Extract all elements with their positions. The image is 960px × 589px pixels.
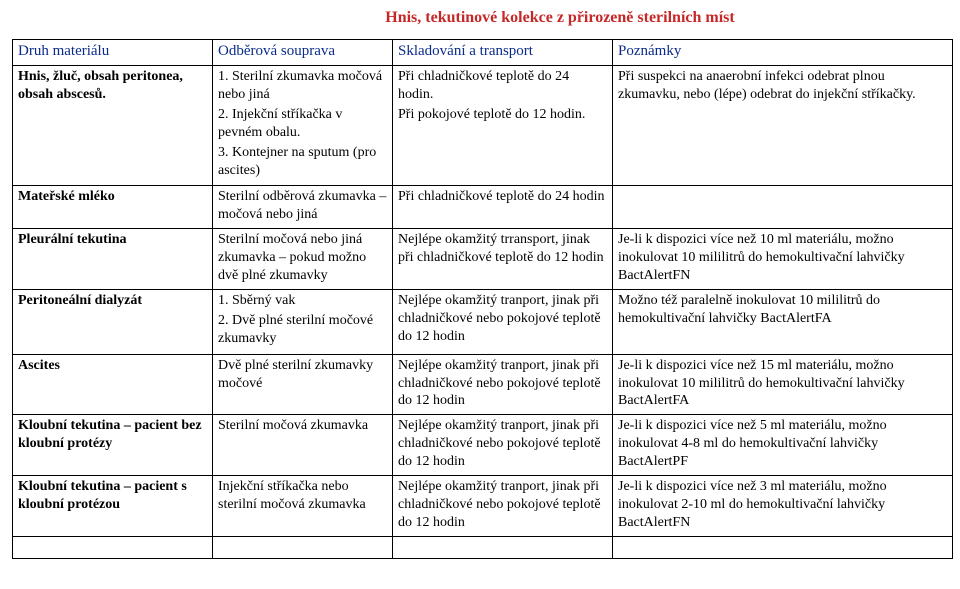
- table-row: Kloubní tekutina – pacient bez kloubní p…: [13, 415, 953, 476]
- empty-cell: [393, 536, 613, 558]
- cell-transport: Nejlépe okamžitý tranport, jinak při chl…: [393, 289, 613, 354]
- table-row: Kloubní tekutina – pacient s kloubní pro…: [13, 476, 953, 537]
- cell-transport: Nejlépe okamžitý trransport, jinak při c…: [393, 229, 613, 290]
- cell-souprava: Sterilní močová nebo jiná zkumavka – pok…: [213, 229, 393, 290]
- cell-material: Pleurální tekutina: [13, 229, 213, 290]
- cell-transport: Při chladničkové teplotě do 24 hodin: [393, 186, 613, 229]
- cell-souprava: Sterilní odběrová zkumavka – močová nebo…: [213, 186, 393, 229]
- cell-material: Kloubní tekutina – pacient s kloubní pro…: [13, 476, 213, 537]
- header-cell-poznamky: Poznámky: [613, 39, 953, 65]
- cell-souprava: Dvě plné sterilní zkumavky močové: [213, 354, 393, 415]
- cell-material: Mateřské mléko: [13, 186, 213, 229]
- cell-material: Kloubní tekutina – pacient bez kloubní p…: [13, 415, 213, 476]
- cell-transport: Při chladničkové teplotě do 24 hodin.Při…: [393, 65, 613, 185]
- cell-poznamky: Je-li k dispozici více než 10 ml materiá…: [613, 229, 953, 290]
- cell-souprava: 1. Sběrný vak2. Dvě plné sterilní močové…: [213, 289, 393, 354]
- table-row: Mateřské mléko Sterilní odběrová zkumavk…: [13, 186, 953, 229]
- table-row: Ascites Dvě plné sterilní zkumavky močov…: [13, 354, 953, 415]
- cell-material: Ascites: [13, 354, 213, 415]
- cell-transport: Nejlépe okamžitý tranport, jinak při chl…: [393, 476, 613, 537]
- cell-souprava: 1. Sterilní zkumavka močová nebo jiná2. …: [213, 65, 393, 185]
- table-row: Hnis, žluč, obsah peritonea, obsah absce…: [13, 65, 953, 185]
- cell-material: Hnis, žluč, obsah peritonea, obsah absce…: [13, 65, 213, 185]
- cell-poznamky: Je-li k dispozici více než 3 ml materiál…: [613, 476, 953, 537]
- cell-transport: Nejlépe okamžitý tranport, jinak při chl…: [393, 415, 613, 476]
- page-title: Hnis, tekutinové kolekce z přirozeně ste…: [12, 8, 948, 29]
- cell-poznamky: Při suspekci na anaerobní infekci odebra…: [613, 65, 953, 185]
- empty-cell: [213, 536, 393, 558]
- cell-material: Peritoneální dialyzát: [13, 289, 213, 354]
- cell-souprava: Sterilní močová zkumavka: [213, 415, 393, 476]
- table-row-empty: [13, 536, 953, 558]
- empty-cell: [613, 536, 953, 558]
- cell-souprava: Injekční stříkačka nebo sterilní močová …: [213, 476, 393, 537]
- empty-cell: [13, 536, 213, 558]
- header-row: Druh materiálu Odběrová souprava Skladov…: [13, 39, 953, 65]
- table-row: Peritoneální dialyzát 1. Sběrný vak2. Dv…: [13, 289, 953, 354]
- cell-poznamky: Možno též paralelně inokulovat 10 milili…: [613, 289, 953, 354]
- header-cell-transport: Skladování a transport: [393, 39, 613, 65]
- cell-poznamky: Je-li k dispozici více než 5 ml materiál…: [613, 415, 953, 476]
- header-cell-material: Druh materiálu: [13, 39, 213, 65]
- cell-transport: Nejlépe okamžitý tranport, jinak při chl…: [393, 354, 613, 415]
- header-cell-souprava: Odběrová souprava: [213, 39, 393, 65]
- table-row: Pleurální tekutina Sterilní močová nebo …: [13, 229, 953, 290]
- cell-poznamky: [613, 186, 953, 229]
- data-table: Druh materiálu Odběrová souprava Skladov…: [12, 39, 953, 559]
- cell-poznamky: Je-li k dispozici více než 15 ml materiá…: [613, 354, 953, 415]
